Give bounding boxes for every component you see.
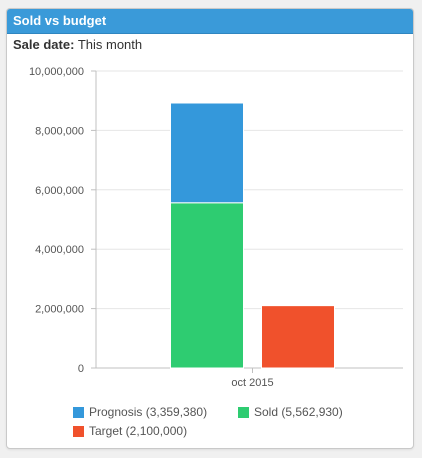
stacked-bar-chart: 0 2,000,000 4,000,000 6,000,000 8,000,000 10,…	[29, 66, 403, 389]
y-tick-label: 8,000,000	[35, 125, 84, 137]
legend-item-target[interactable]: Target (2,100,000)	[73, 424, 187, 438]
y-tick-label: 4,000,000	[35, 244, 84, 256]
y-tick-label: 10,000,000	[29, 66, 84, 78]
bar-prognosis	[170, 102, 244, 204]
y-tick-label: 0	[78, 363, 84, 375]
legend-label: Prognosis (3,359,380)	[89, 405, 208, 419]
bar-sold	[170, 202, 244, 369]
y-tick-label: 6,000,000	[35, 185, 84, 197]
legend-swatch	[73, 406, 84, 418]
legend-label: Sold (5,562,930)	[254, 405, 343, 419]
legend-label: Target (2,100,000)	[89, 424, 188, 438]
sale-date-filter: Sale date: This month	[13, 37, 142, 52]
bar-target	[261, 305, 335, 369]
legend-item-prognosis[interactable]: Prognosis (3,359,380)	[73, 405, 207, 419]
filter-value: This month	[77, 37, 143, 52]
filter-label: Sale date:	[13, 37, 75, 52]
legend-item-sold[interactable]: Sold (5,562,930)	[238, 405, 343, 419]
sold-vs-budget-widget: Sold vs budget Sale date: This month 0 2,…	[6, 8, 414, 449]
y-tick-label: 2,000,000	[35, 304, 84, 316]
legend-swatch	[238, 406, 249, 418]
legend-swatch	[73, 425, 84, 437]
widget-title: Sold vs budget	[7, 9, 413, 34]
x-tick-label: oct 2015	[231, 377, 273, 389]
